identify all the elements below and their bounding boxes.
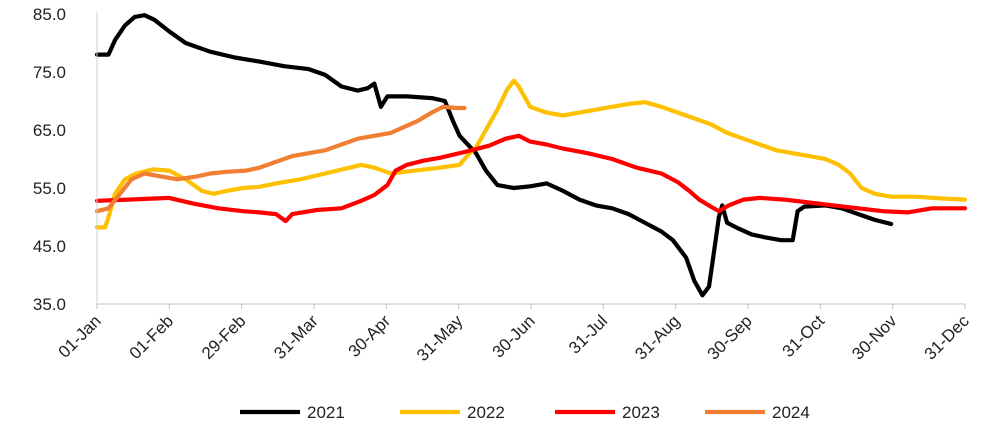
x-tick-label: 30-Apr xyxy=(345,311,395,361)
y-tick-label: 35.0 xyxy=(33,295,66,314)
legend-label-2023: 2023 xyxy=(622,403,660,422)
plot-area xyxy=(94,12,968,309)
series-layer xyxy=(94,13,968,298)
x-tick-label: 30-Sep xyxy=(704,311,756,363)
y-tick-label: 75.0 xyxy=(33,63,66,82)
x-tick-label: 31-Dec xyxy=(921,311,974,364)
legend-label-2022: 2022 xyxy=(467,403,505,422)
legend-label-2024: 2024 xyxy=(772,403,810,422)
x-tick-label: 01-Feb xyxy=(126,311,178,363)
x-tick-label: 31-Mar xyxy=(270,311,322,363)
x-axis-labels: 01-Jan 01-Feb 29-Feb 31-Mar 30-Apr 31-May 30-J… xyxy=(55,311,974,365)
series-line-2024 xyxy=(94,104,467,214)
x-tick-label: 31-May xyxy=(413,311,467,365)
y-tick-label: 65.0 xyxy=(33,121,66,140)
x-tick-label: 31-Oct xyxy=(779,311,829,361)
series-line-2022 xyxy=(94,78,968,230)
x-tick-label: 30-Nov xyxy=(848,311,901,364)
y-tick-label: 55.0 xyxy=(33,179,66,198)
legend-label-2021: 2021 xyxy=(307,403,345,422)
x-tick-label: 30-Jun xyxy=(489,311,539,361)
series-line-2021 xyxy=(94,13,894,298)
legend: 2021 2022 2023 2024 xyxy=(240,403,810,422)
x-tick-label: 29-Feb xyxy=(198,311,250,363)
x-tick-label: 31-Jul xyxy=(565,311,611,357)
series-line-2023 xyxy=(94,133,968,224)
x-tick-label: 01-Jan xyxy=(55,311,105,361)
y-tick-label: 85.0 xyxy=(33,5,66,24)
y-axis-labels: 85.0 75.0 65.0 55.0 45.0 35.0 xyxy=(33,5,66,314)
y-tick-label: 45.0 xyxy=(33,237,66,256)
x-ticks-layer xyxy=(96,304,966,309)
x-tick-label: 31-Aug xyxy=(631,311,683,363)
